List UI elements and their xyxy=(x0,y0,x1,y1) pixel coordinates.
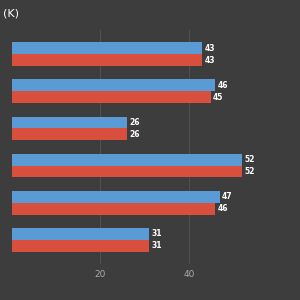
Bar xyxy=(12,42,202,54)
Bar xyxy=(12,166,242,178)
Text: 43: 43 xyxy=(204,44,215,53)
Bar xyxy=(12,80,215,91)
Bar xyxy=(12,91,211,103)
Text: 52: 52 xyxy=(244,167,254,176)
Text: 52: 52 xyxy=(244,155,254,164)
Text: 45: 45 xyxy=(213,93,224,102)
Bar xyxy=(12,203,215,214)
Text: 26: 26 xyxy=(129,118,140,127)
Bar xyxy=(12,128,127,140)
Bar xyxy=(12,154,242,166)
Text: 26: 26 xyxy=(129,130,140,139)
Bar xyxy=(12,240,149,252)
Text: 31: 31 xyxy=(151,241,162,250)
Text: 43: 43 xyxy=(204,56,215,64)
Bar xyxy=(12,191,220,203)
Bar xyxy=(12,54,202,66)
Text: 46: 46 xyxy=(218,81,228,90)
Text: 47: 47 xyxy=(222,192,232,201)
Bar xyxy=(12,116,127,128)
Bar xyxy=(12,228,149,240)
Text: (K): (K) xyxy=(3,9,19,19)
Text: 46: 46 xyxy=(218,204,228,213)
Text: 31: 31 xyxy=(151,230,162,238)
